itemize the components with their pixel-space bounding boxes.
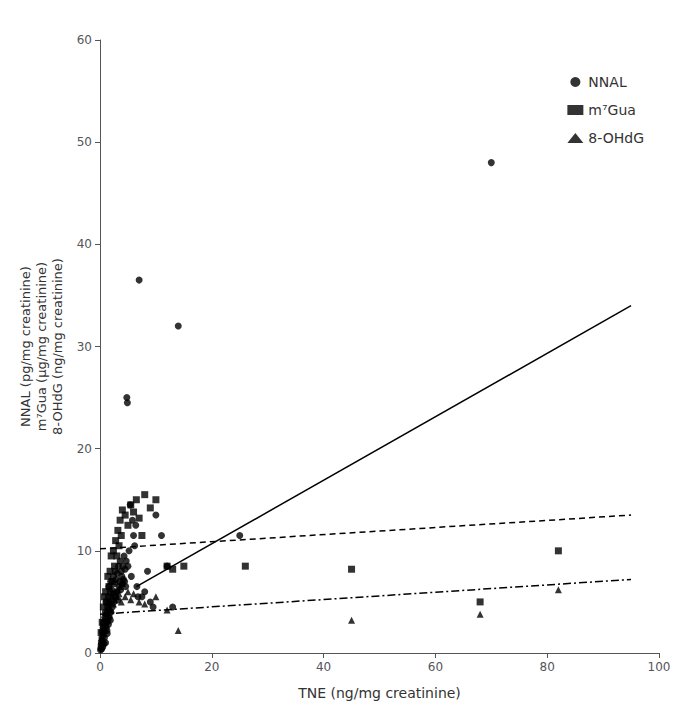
svg-text:NNAL (pg/mg creatinine): NNAL (pg/mg creatinine) — [18, 266, 33, 427]
svg-text:m⁷Gua (μg/mg creatinine): m⁷Gua (μg/mg creatinine) — [34, 262, 49, 431]
svg-text:0: 0 — [96, 660, 104, 674]
svg-text:80: 80 — [540, 660, 555, 674]
svg-text:20: 20 — [77, 442, 92, 456]
svg-text:TNE (ng/mg creatinine): TNE (ng/mg creatinine) — [297, 685, 461, 701]
svg-text:40: 40 — [77, 237, 92, 251]
svg-text:60: 60 — [77, 33, 92, 47]
svg-text:m⁷Gua: m⁷Gua — [588, 102, 636, 118]
svg-text:20: 20 — [204, 660, 219, 674]
svg-text:40: 40 — [316, 660, 331, 674]
svg-text:30: 30 — [77, 340, 92, 354]
svg-text:8-OHdG: 8-OHdG — [588, 130, 644, 146]
svg-text:100: 100 — [648, 660, 671, 674]
svg-text:10: 10 — [77, 544, 92, 558]
svg-text:8-OHdG (ng/mg creatinine): 8-OHdG (ng/mg creatinine) — [50, 258, 65, 435]
svg-text:60: 60 — [428, 660, 443, 674]
svg-text:50: 50 — [77, 135, 92, 149]
svg-text:NNAL: NNAL — [588, 74, 627, 90]
svg-text:0: 0 — [84, 646, 92, 660]
